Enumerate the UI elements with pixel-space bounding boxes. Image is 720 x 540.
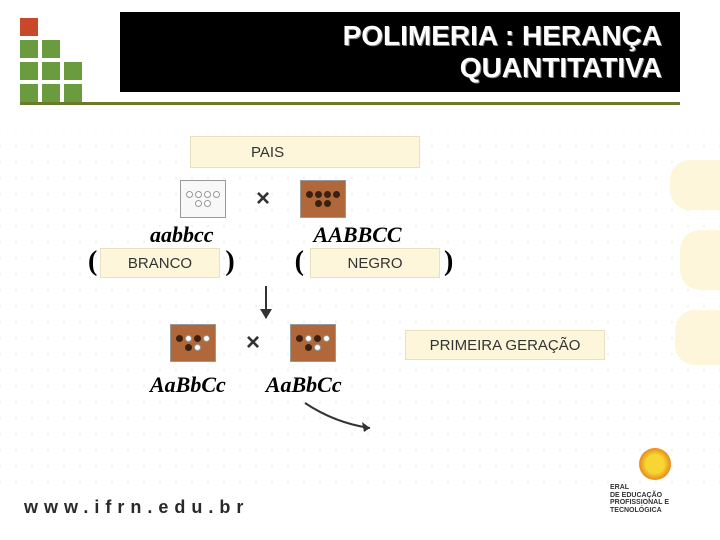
f1b-gene-box bbox=[290, 324, 336, 362]
label-primeira: PRIMEIRA GERAÇÃO bbox=[405, 330, 605, 360]
f1-cross-row: × bbox=[170, 324, 336, 362]
p2-genotype: AABBCC bbox=[314, 222, 402, 248]
slide-title: POLIMERIA : HERANÇA QUANTITATIVA bbox=[343, 20, 662, 84]
inst-text-2: DE EDUCAÇÃO bbox=[610, 492, 700, 500]
arrow-down-icon bbox=[265, 286, 267, 318]
f1-genotype-2: AaBbCc bbox=[266, 372, 342, 398]
f1-genotype-row: AaBbCc AaBbCc bbox=[150, 372, 342, 398]
decorative-right-shapes bbox=[660, 160, 720, 380]
paren-open-1: ( bbox=[88, 246, 97, 278]
inst-text-4: TECNOLÓGICA bbox=[610, 507, 700, 515]
p1-genotype: aabbcc bbox=[150, 222, 214, 248]
label-pais: PAIS bbox=[190, 136, 420, 168]
emblem-icon bbox=[639, 448, 671, 480]
slide-header: POLIMERIA : HERANÇA QUANTITATIVA bbox=[0, 0, 720, 100]
inst-text-3: PROFISSIONAL E bbox=[610, 499, 700, 507]
label-branco: BRANCO bbox=[100, 248, 220, 278]
title-line-1: POLIMERIA : HERANÇA bbox=[343, 20, 662, 51]
parent2-gene-box bbox=[300, 180, 346, 218]
f1a-gene-box bbox=[170, 324, 216, 362]
institution-logo bbox=[20, 18, 82, 102]
f1-genotype-1: AaBbCc bbox=[150, 372, 226, 398]
paren-open-2: ( bbox=[295, 246, 304, 278]
parent-cross-row: × bbox=[180, 180, 346, 218]
label-negro: NEGRO bbox=[310, 248, 440, 278]
paren-close-2: ) bbox=[444, 246, 453, 278]
curve-arrow-icon bbox=[300, 398, 380, 438]
cross-symbol-p: × bbox=[256, 185, 270, 213]
footer-institution-logo: ERAL DE EDUCAÇÃO PROFISSIONAL E TECNOLÓG… bbox=[610, 448, 700, 526]
header-rule bbox=[20, 102, 680, 105]
paren-close-1: ) bbox=[225, 246, 234, 278]
parent1-gene-box bbox=[180, 180, 226, 218]
footer-url: www.ifrn.edu.br bbox=[24, 497, 249, 518]
cross-symbol-f1: × bbox=[246, 329, 260, 357]
title-line-2: QUANTITATIVA bbox=[460, 52, 662, 83]
inst-text-1: ERAL bbox=[610, 484, 700, 492]
title-box: POLIMERIA : HERANÇA QUANTITATIVA bbox=[120, 12, 680, 92]
parent-genotype-row: aabbcc AABBCC bbox=[150, 222, 402, 248]
